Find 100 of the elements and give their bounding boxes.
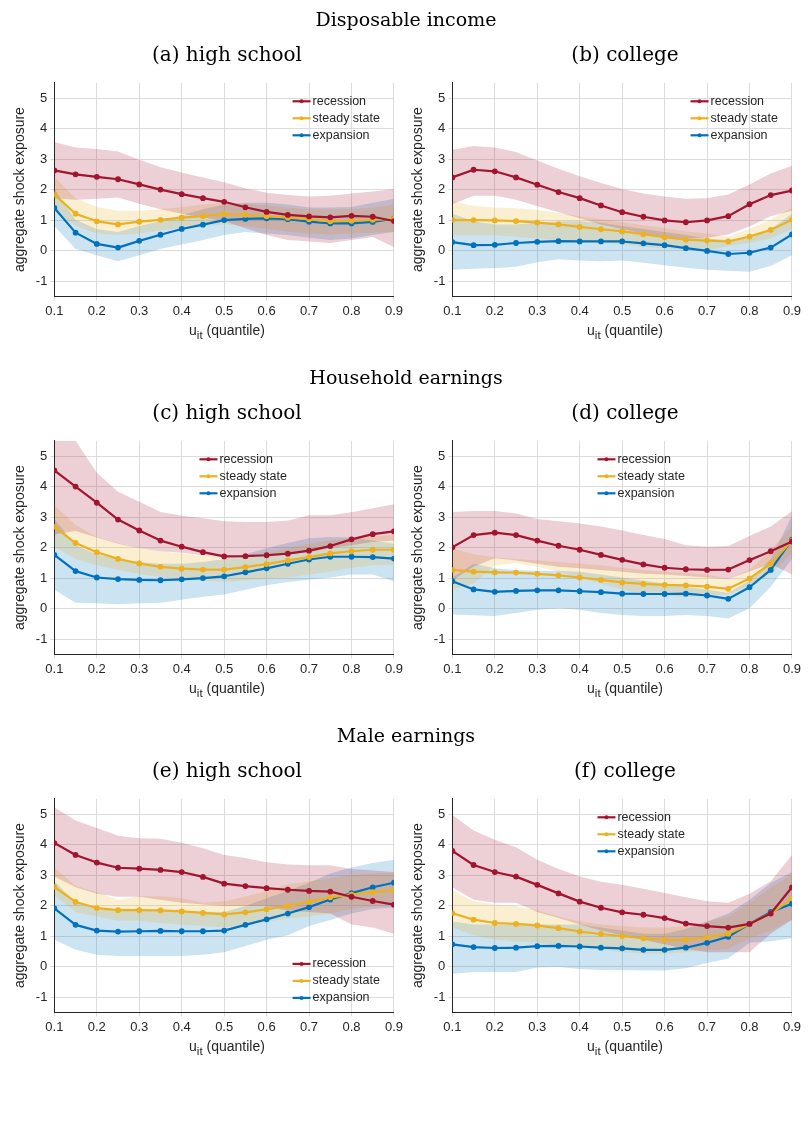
x-tick-label: 0.4 <box>172 660 191 676</box>
x-tick-label: 0.2 <box>87 1018 106 1034</box>
y-tick-label: 0 <box>40 958 48 974</box>
x-tick-label: 0.6 <box>257 1018 276 1034</box>
x-tick-label: 0.5 <box>613 302 632 318</box>
x-tick-label: 0.4 <box>570 660 589 676</box>
legend-label: expansion <box>219 485 277 500</box>
x-tick-label: 0.3 <box>130 660 149 676</box>
y-tick-label: -1 <box>433 988 446 1004</box>
y-tick-label: 3 <box>438 150 446 166</box>
y-tick-label: 2 <box>40 539 48 555</box>
x-tick-label: 0.7 <box>300 302 319 318</box>
y-tick-label: 3 <box>40 866 48 882</box>
x-tick-label: 0.4 <box>570 302 589 318</box>
x-tick-label: 0.2 <box>485 660 504 676</box>
legend-label: expansion <box>617 485 675 500</box>
x-tick-label: 0.4 <box>172 302 191 318</box>
x-tick-label: 0.2 <box>485 1018 504 1034</box>
y-tick-label: 1 <box>40 569 48 585</box>
legend-label: expansion <box>312 990 370 1005</box>
y-tick-label: 2 <box>40 897 48 913</box>
y-tick-label: -1 <box>433 272 446 288</box>
y-axis-title: aggregate shock exposure <box>11 464 28 631</box>
legend-label: steady state <box>219 468 287 483</box>
x-tick-label: 0.8 <box>740 660 759 676</box>
chart-title: (c) high school <box>151 400 303 426</box>
y-axis-title: aggregate shock exposure <box>409 464 426 631</box>
y-tick-label: 4 <box>438 836 446 852</box>
x-tick-label: 0.6 <box>257 302 276 318</box>
y-tick-label: 3 <box>40 508 48 524</box>
x-tick-label: 0.7 <box>300 660 319 676</box>
y-axis-title: aggregate shock exposure <box>11 822 28 989</box>
x-tick-label: 0.2 <box>485 302 504 318</box>
y-tick-label: 5 <box>40 89 48 105</box>
legend-label: expansion <box>617 843 675 858</box>
chart-title: (e) high school <box>151 758 303 784</box>
x-axis-title: u$_{it}$ (quantile) <box>188 1038 266 1059</box>
legend-label: expansion <box>312 127 370 142</box>
x-tick-label: 0.7 <box>300 1018 319 1034</box>
x-tick-label: 0.9 <box>782 302 801 318</box>
y-tick-label: -1 <box>35 272 48 288</box>
y-tick-label: 1 <box>438 211 446 227</box>
y-tick-label: 5 <box>40 447 48 463</box>
x-tick-label: 0.8 <box>740 1018 759 1034</box>
x-tick-label: 0.6 <box>257 660 276 676</box>
y-tick-label: 5 <box>438 805 446 821</box>
x-tick-label: 0.5 <box>215 302 234 318</box>
legend-label: steady state <box>312 110 381 125</box>
chart-title: (f) college <box>573 758 677 784</box>
x-tick-label: 0.3 <box>528 302 547 318</box>
x-tick-label: 0.8 <box>342 1018 361 1034</box>
x-tick-label: 0.1 <box>443 660 462 676</box>
y-tick-label: 2 <box>438 181 446 197</box>
legend-label: recession <box>312 956 367 971</box>
y-tick-label: 1 <box>40 211 48 227</box>
y-tick-label: 3 <box>438 866 446 882</box>
x-tick-label: 0.9 <box>384 302 403 318</box>
y-tick-label: 5 <box>40 805 48 821</box>
x-axis-title: u$_{it}$ (quantile) <box>586 322 664 343</box>
legend-label: steady state <box>312 973 381 988</box>
x-tick-label: 0.7 <box>698 660 717 676</box>
x-tick-label: 0.1 <box>443 1018 462 1034</box>
legend-label: steady state <box>617 826 685 841</box>
x-tick-label: 0.6 <box>655 302 674 318</box>
x-tick-label: 0.7 <box>698 302 717 318</box>
y-tick-label: 5 <box>438 89 446 105</box>
x-tick-label: 0.9 <box>384 1018 403 1034</box>
y-tick-label: 0 <box>40 242 48 258</box>
x-tick-label: 0.2 <box>87 660 106 676</box>
legend-label: recession <box>617 451 672 466</box>
x-tick-label: 0.6 <box>655 1018 674 1034</box>
x-tick-label: 0.2 <box>87 302 106 318</box>
y-tick-label: -1 <box>35 988 48 1004</box>
chart-title: (b) college <box>570 42 680 68</box>
y-tick-label: 1 <box>438 927 446 943</box>
y-tick-label: 5 <box>438 447 446 463</box>
y-tick-label: 0 <box>438 958 446 974</box>
x-tick-label: 0.9 <box>782 660 801 676</box>
x-tick-label: 0.3 <box>130 1018 149 1034</box>
y-tick-label: 4 <box>40 478 48 494</box>
x-tick-label: 0.9 <box>782 1018 801 1034</box>
x-tick-label: 0.9 <box>384 660 403 676</box>
y-tick-label: 0 <box>438 600 446 616</box>
chart-subtitle: Male earnings <box>335 724 477 746</box>
chart-title: (a) high school <box>151 42 303 68</box>
x-tick-label: 0.3 <box>528 660 547 676</box>
x-tick-label: 0.1 <box>45 302 64 318</box>
y-tick-label: 1 <box>40 927 48 943</box>
y-tick-label: 2 <box>438 539 446 555</box>
legend-label: steady state <box>617 468 685 483</box>
x-tick-label: 0.4 <box>172 1018 191 1034</box>
y-tick-label: 4 <box>438 478 446 494</box>
x-tick-label: 0.5 <box>613 1018 632 1034</box>
y-tick-label: 3 <box>438 508 446 524</box>
x-tick-label: 0.1 <box>45 1018 64 1034</box>
y-tick-label: 4 <box>438 120 446 136</box>
legend-label: recession <box>219 451 274 466</box>
x-tick-label: 0.5 <box>613 660 632 676</box>
y-tick-label: 0 <box>40 600 48 616</box>
y-tick-label: 0 <box>438 242 446 258</box>
